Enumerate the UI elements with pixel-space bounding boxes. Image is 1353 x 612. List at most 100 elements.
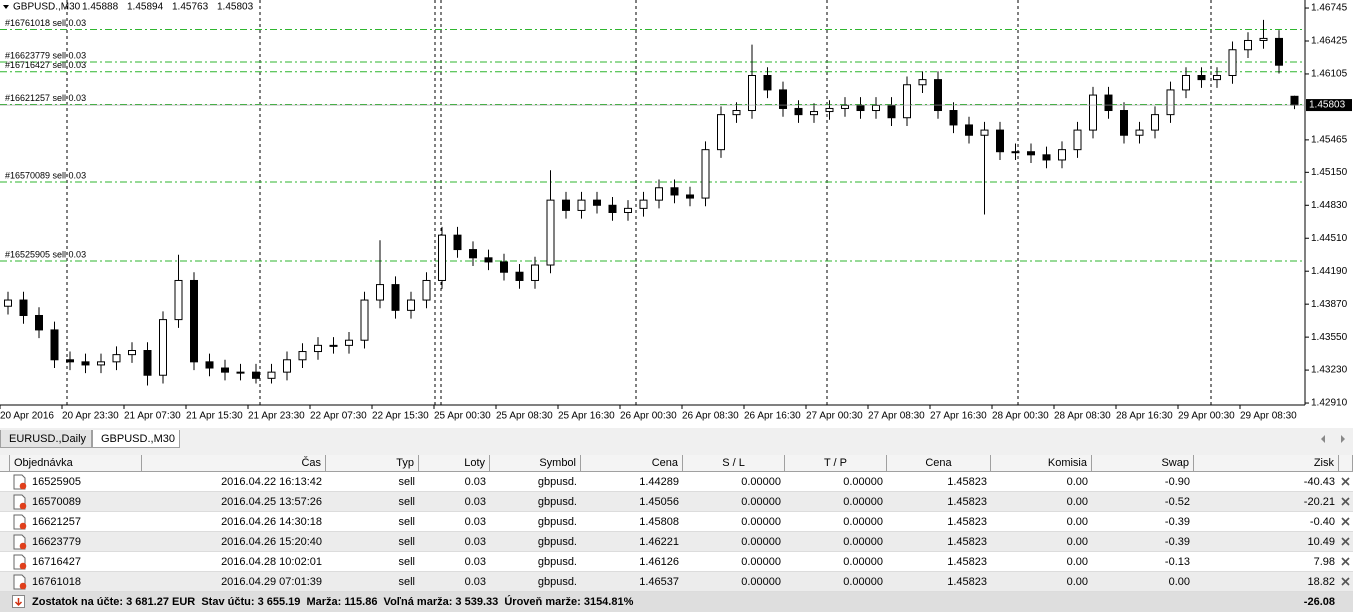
order-cell: -0.13 — [1164, 556, 1190, 568]
x-tick-label: 21 Apr 15:30 — [186, 411, 243, 422]
close-order[interactable] — [1341, 477, 1351, 487]
candle-body — [236, 371, 245, 374]
order-cell: gbpusd. — [537, 516, 577, 528]
chart: GBPUSD.,M30 1.45888 1.45894 1.45763 1.45… — [0, 0, 1352, 422]
y-tick-label: 1.46105 — [1311, 69, 1348, 80]
column-header[interactable]: Symbol — [490, 455, 581, 472]
column-header[interactable]: Objednávka — [10, 455, 142, 472]
x-tick-label: 20 Apr 2016 — [0, 411, 54, 422]
column-header[interactable]: T / P — [785, 455, 887, 472]
column-header[interactable]: Zisk — [1194, 455, 1339, 472]
account-summary: Zostatok na účte: 3 681.27 EUR Stav účtu… — [0, 592, 1353, 612]
order-cell: 16716427 — [32, 556, 81, 568]
close-order[interactable] — [1341, 577, 1351, 587]
candle-body — [701, 149, 710, 199]
column-header[interactable]: Swap — [1092, 455, 1194, 472]
column-header[interactable]: Komisia — [991, 455, 1092, 472]
order-cell: 1.45823 — [947, 476, 987, 488]
order-row[interactable]: 16716427 2016.04.28 10:02:01 sell 0.03 gbpus… — [0, 552, 1353, 572]
close-order[interactable] — [1341, 517, 1351, 527]
summary-text: Zostatok na účte: 3 681.27 EUR Stav účtu… — [32, 596, 634, 608]
x-tick-label: 22 Apr 15:30 — [372, 411, 429, 422]
order-icon — [13, 574, 27, 590]
column-header[interactable]: Typ — [326, 455, 419, 472]
candle-body — [190, 279, 198, 363]
candle-body — [19, 299, 28, 316]
candle-body — [1228, 49, 1237, 76]
order-cell: 0.00 — [1066, 496, 1088, 508]
order-row[interactable]: 16623779 2016.04.26 15:20:40 sell 0.03 gbpus… — [0, 532, 1353, 552]
order-cell: 1.46537 — [639, 576, 679, 588]
tab[interactable]: EURUSD.,Daily — [0, 430, 92, 448]
x-tick-label: 25 Apr 16:30 — [558, 411, 615, 422]
order-row[interactable]: 16525905 2016.04.22 16:13:42 sell 0.03 gbpus… — [0, 472, 1353, 492]
column-header[interactable]: Loty — [419, 455, 490, 472]
candle-body — [608, 204, 617, 213]
candle-body — [562, 199, 570, 211]
candle-body — [66, 359, 74, 363]
order-cell: gbpusd. — [537, 536, 577, 548]
order-cell: -0.90 — [1164, 476, 1190, 488]
tab[interactable]: GBPUSD.,M30 — [92, 430, 180, 448]
order-cell: sell — [398, 556, 415, 568]
candle-body — [980, 129, 989, 136]
y-tick-label: 1.43550 — [1311, 332, 1348, 343]
order-cell: 0.00000 — [843, 556, 883, 568]
close-order[interactable] — [1341, 557, 1351, 567]
x-tick-label: 29 Apr 00:30 — [1178, 411, 1235, 422]
order-cell: gbpusd. — [537, 476, 577, 488]
close-order[interactable] — [1341, 497, 1351, 507]
tab-scroll[interactable] — [1319, 433, 1349, 445]
candle-body — [4, 299, 12, 307]
column-header[interactable]: Cena — [581, 455, 683, 472]
x-tick-label: 26 Apr 16:30 — [744, 411, 801, 422]
order-cell: 1.45823 — [947, 516, 987, 528]
order-cell: 0.00000 — [741, 556, 781, 568]
column-header[interactable]: Cena — [887, 455, 991, 472]
candle-body — [887, 104, 896, 119]
order-icon — [13, 514, 27, 530]
order-cell: 0.00 — [1066, 576, 1088, 588]
candle-body — [391, 284, 400, 311]
candle-body — [252, 371, 260, 379]
order-cell: 2016.04.28 10:02:01 — [221, 556, 322, 568]
order-cell: -0.39 — [1164, 516, 1190, 528]
candle-body — [732, 110, 741, 116]
order-cell: 0.00000 — [741, 496, 781, 508]
order-cell: 1.46221 — [639, 536, 679, 548]
column-header[interactable]: Čas — [142, 455, 326, 472]
order-cell: 1.45823 — [947, 496, 987, 508]
candle-body — [717, 114, 725, 151]
candle-body — [918, 79, 927, 86]
order-cell: 0.03 — [464, 476, 486, 488]
candle-body — [1197, 74, 1206, 81]
column-header[interactable]: S / L — [683, 455, 785, 472]
order-row[interactable]: 16570089 2016.04.25 13:57:26 sell 0.03 gbpus… — [0, 492, 1353, 512]
order-cell: 0.00000 — [843, 536, 883, 548]
order-icon — [13, 554, 27, 570]
candle-body — [655, 187, 663, 201]
y-tick-label: 1.43870 — [1311, 299, 1348, 310]
order-cell: -0.52 — [1164, 496, 1190, 508]
order-cell: 0.00000 — [741, 516, 781, 528]
order-row[interactable]: 16621257 2016.04.26 14:30:18 sell 0.03 gbpus… — [0, 512, 1353, 532]
candle-body — [1058, 149, 1066, 161]
candle-body — [159, 319, 167, 376]
order-cell: 16621257 — [32, 516, 81, 528]
order-row[interactable]: 16761018 2016.04.29 07:01:39 sell 0.03 gbpus… — [0, 572, 1353, 592]
order-cell: -40.43 — [1303, 476, 1335, 488]
order-cell: 16761018 — [32, 576, 81, 588]
candle-body — [221, 367, 229, 373]
menu-arrow[interactable] — [3, 5, 9, 9]
x-tick-label: 22 Apr 07:30 — [310, 411, 367, 422]
order-cell: 1.45823 — [947, 536, 987, 548]
y-tick-label: 1.43230 — [1311, 365, 1348, 376]
candle-body — [345, 339, 353, 346]
candle-body — [267, 371, 276, 379]
candle-body — [422, 279, 431, 301]
x-tick-label: 26 Apr 00:30 — [620, 411, 677, 422]
close-order[interactable] — [1341, 537, 1351, 547]
summary-icon — [12, 595, 25, 608]
order-cell: 0.03 — [464, 496, 486, 508]
order-icon — [13, 494, 27, 510]
